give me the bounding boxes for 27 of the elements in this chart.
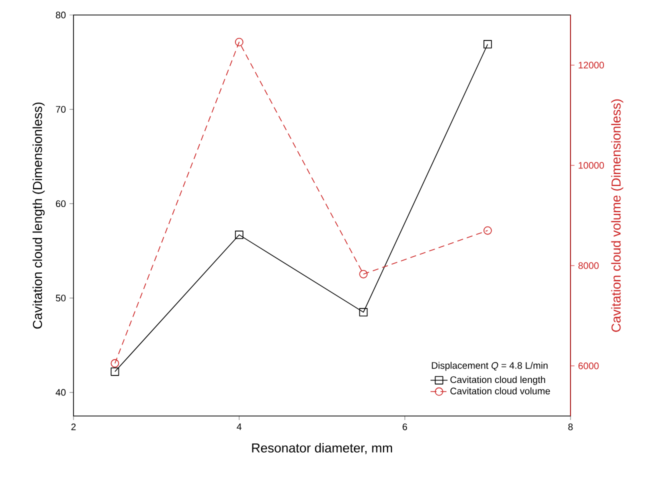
legend-title: Displacement Q = 4.8 L/min xyxy=(432,362,548,371)
y2-tick-label: 10000 xyxy=(578,162,604,169)
y-tick-label: 80 xyxy=(56,12,66,18)
point xyxy=(110,367,120,376)
x-tick-label: 6 xyxy=(402,424,408,430)
point xyxy=(359,308,368,316)
point xyxy=(110,359,120,368)
y2-tick-label: 12000 xyxy=(578,62,604,68)
point xyxy=(483,40,492,48)
y-tick-label: 70 xyxy=(56,106,66,113)
legend-label: Cavitation cloud volume xyxy=(450,387,550,394)
x-axis-title: Resonator diameter, mm xyxy=(252,443,392,454)
y2-tick-label: 6000 xyxy=(578,362,599,370)
point xyxy=(234,230,244,240)
x-tick-label: 4 xyxy=(236,424,242,430)
y-tick-label: 50 xyxy=(56,294,66,302)
point xyxy=(359,270,368,278)
legend-label: Cavitation cloud length xyxy=(450,376,546,385)
x-tick-label: 2 xyxy=(71,424,76,430)
y-tick-label: 40 xyxy=(56,389,66,396)
point xyxy=(234,38,244,46)
y-tick-label: 60 xyxy=(56,200,66,208)
y2-axis-title: Cavitation cloud volume (Dimensionless) xyxy=(611,99,624,332)
x-tick-label: 8 xyxy=(568,424,573,430)
y-axis-title: Cavitation cloud length (Dimensionless) xyxy=(32,102,45,329)
point xyxy=(483,226,492,235)
y2-tick-label: 8000 xyxy=(578,262,599,269)
